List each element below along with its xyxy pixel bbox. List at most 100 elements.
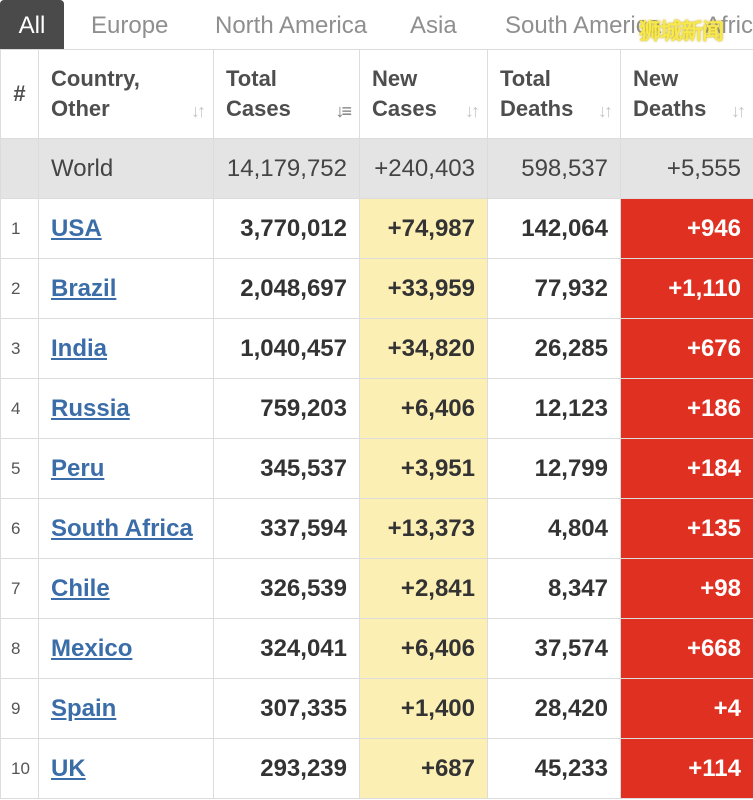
country-link[interactable]: Chile: [51, 574, 110, 602]
new-deaths-cell: +98: [620, 558, 753, 619]
total-deaths-cell: 37,574: [487, 618, 621, 679]
rank-cell: 10: [0, 738, 39, 799]
sort-icon[interactable]: ↓↑: [598, 101, 613, 121]
new-cases-cell: +3,951: [359, 438, 488, 499]
rank-cell: 1: [0, 198, 39, 259]
country-cell: Russia: [38, 378, 214, 439]
new-cases-cell: +687: [359, 738, 488, 799]
table-row: 4 Russia 759,203 +6,406 12,123 +186: [0, 378, 753, 439]
country-link[interactable]: India: [51, 334, 108, 362]
world-total-deaths: 598,537: [487, 138, 621, 199]
total-deaths-cell: 8,347: [487, 558, 621, 619]
total-cases-cell: 345,537: [213, 438, 360, 499]
total-deaths-cell: 45,233: [487, 738, 621, 799]
column-header-total-deaths[interactable]: Total Deaths ↓↑: [487, 49, 621, 139]
new-deaths-cell: +135: [620, 498, 753, 559]
country-link[interactable]: Mexico: [51, 634, 133, 662]
new-cases-cell: +6,406: [359, 618, 488, 679]
total-deaths-cell: 142,064: [487, 198, 621, 259]
table-row: 2 Brazil 2,048,697 +33,959 77,932 +1,110: [0, 258, 753, 319]
world-new-cases: +240,403: [359, 138, 488, 199]
watermark-logo: 狮城新闻: [639, 20, 724, 45]
rank-cell: 2: [0, 258, 39, 319]
country-cell: Peru: [38, 438, 214, 499]
total-cases-cell: 307,335: [213, 678, 360, 739]
new-cases-cell: +34,820: [359, 318, 488, 379]
sort-desc-icon[interactable]: ↓≡: [335, 101, 351, 121]
rank-cell: 3: [0, 318, 39, 379]
country-link[interactable]: UK: [51, 754, 86, 782]
rank-cell: 9: [0, 678, 39, 739]
tab-asia[interactable]: Asia: [410, 12, 457, 39]
column-header-country[interactable]: Country, Other ↓↑: [38, 49, 214, 139]
country-link[interactable]: Peru: [51, 454, 105, 482]
sort-icon[interactable]: ↓↑: [731, 101, 746, 121]
total-cases-cell: 1,040,457: [213, 318, 360, 379]
world-total-row: World 14,179,752 +240,403 598,537 +5,555: [0, 138, 753, 199]
total-cases-cell: 3,770,012: [213, 198, 360, 259]
tab-south-america[interactable]: South America: [505, 12, 662, 39]
new-deaths-cell: +114: [620, 738, 753, 799]
table-row: 1 USA 3,770,012 +74,987 142,064 +946: [0, 198, 753, 259]
total-deaths-cell: 12,123: [487, 378, 621, 439]
tab-africa[interactable]: Africa: [705, 12, 753, 39]
country-link[interactable]: Brazil: [51, 274, 117, 302]
table-row: 6 South Africa 337,594 +13,373 4,804 +135: [0, 498, 753, 559]
rank-cell: 4: [0, 378, 39, 439]
rank-cell: 5: [0, 438, 39, 499]
column-header-total-cases[interactable]: Total Cases ↓≡: [213, 49, 360, 139]
total-deaths-cell: 26,285: [487, 318, 621, 379]
new-cases-cell: +33,959: [359, 258, 488, 319]
table-row: 3 India 1,040,457 +34,820 26,285 +676: [0, 318, 753, 379]
total-deaths-cell: 4,804: [487, 498, 621, 559]
country-link[interactable]: Spain: [51, 694, 117, 722]
new-deaths-cell: +668: [620, 618, 753, 679]
tab-north-america[interactable]: North America: [215, 12, 368, 39]
country-cell: India: [38, 318, 214, 379]
country-cell: South Africa: [38, 498, 214, 559]
country-cell: Spain: [38, 678, 214, 739]
table-row: 9 Spain 307,335 +1,400 28,420 +4: [0, 678, 753, 739]
sort-icon[interactable]: ↓↑: [465, 101, 480, 121]
sort-icon[interactable]: ↓↑: [191, 101, 206, 121]
total-cases-cell: 326,539: [213, 558, 360, 619]
country-cell: Chile: [38, 558, 214, 619]
table-row: 8 Mexico 324,041 +6,406 37,574 +668: [0, 618, 753, 679]
table-header-row: # Country, Other ↓↑ Total Cases ↓≡ New Cas…: [0, 49, 753, 139]
tab-all[interactable]: All: [0, 0, 64, 49]
covid-stats-table: # Country, Other ↓↑ Total Cases ↓≡ New Cas…: [0, 49, 753, 799]
total-cases-cell: 293,239: [213, 738, 360, 799]
new-cases-cell: +74,987: [359, 198, 488, 259]
region-tabs: All Europe North America Asia South Amer…: [0, 0, 753, 49]
column-header-rank: #: [0, 49, 39, 139]
column-header-new-deaths[interactable]: New Deaths ↓↑: [620, 49, 753, 139]
rank-cell: 6: [0, 498, 39, 559]
total-cases-cell: 2,048,697: [213, 258, 360, 319]
country-cell: UK: [38, 738, 214, 799]
tab-europe[interactable]: Europe: [91, 12, 169, 39]
country-cell: Mexico: [38, 618, 214, 679]
total-cases-cell: 337,594: [213, 498, 360, 559]
country-link[interactable]: USA: [51, 214, 102, 242]
total-deaths-cell: 28,420: [487, 678, 621, 739]
total-deaths-cell: 12,799: [487, 438, 621, 499]
new-deaths-cell: +4: [620, 678, 753, 739]
country-cell: Brazil: [38, 258, 214, 319]
world-new-deaths: +5,555: [620, 138, 753, 199]
total-cases-cell: 759,203: [213, 378, 360, 439]
total-deaths-cell: 77,932: [487, 258, 621, 319]
new-cases-cell: +2,841: [359, 558, 488, 619]
new-deaths-cell: +1,110: [620, 258, 753, 319]
world-rank-cell: [0, 138, 39, 199]
rank-cell: 7: [0, 558, 39, 619]
column-header-new-cases[interactable]: New Cases ↓↑: [359, 49, 488, 139]
table-row: 7 Chile 326,539 +2,841 8,347 +98: [0, 558, 753, 619]
new-cases-cell: +1,400: [359, 678, 488, 739]
country-link[interactable]: South Africa: [51, 514, 193, 542]
table-row: 5 Peru 345,537 +3,951 12,799 +184: [0, 438, 753, 499]
world-total-cases: 14,179,752: [213, 138, 360, 199]
total-cases-cell: 324,041: [213, 618, 360, 679]
new-deaths-cell: +946: [620, 198, 753, 259]
new-cases-cell: +6,406: [359, 378, 488, 439]
country-link[interactable]: Russia: [51, 394, 130, 422]
